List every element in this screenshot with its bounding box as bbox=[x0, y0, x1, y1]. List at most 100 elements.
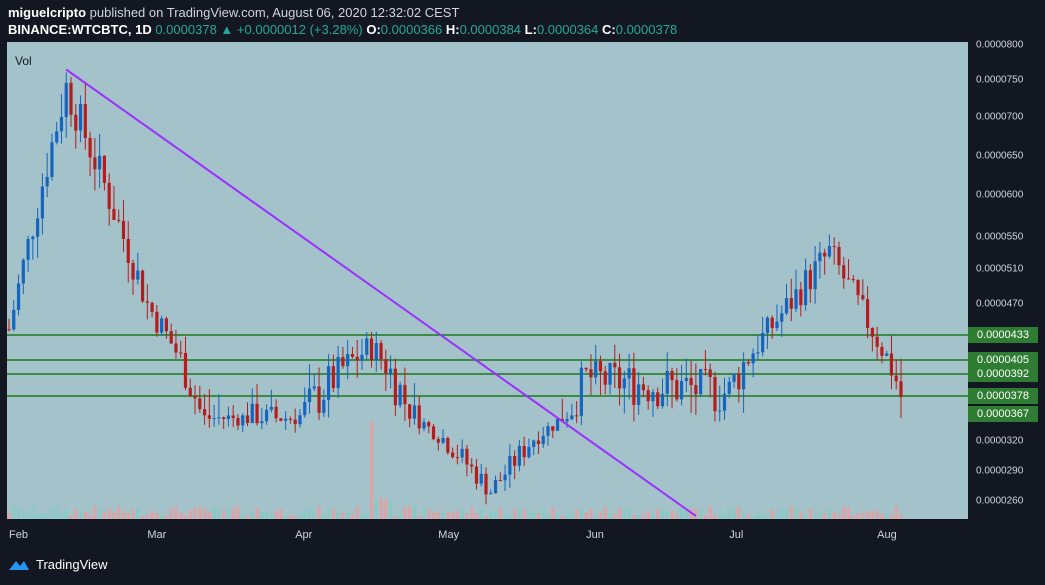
volume-bar bbox=[894, 506, 898, 519]
candle-body bbox=[617, 367, 622, 389]
candle-body bbox=[393, 368, 397, 406]
volume-bar bbox=[412, 506, 417, 519]
volume-bar bbox=[565, 514, 569, 519]
price-level-badge: 0.0000367 bbox=[968, 406, 1038, 422]
volume-bar bbox=[813, 514, 817, 519]
candle-body bbox=[64, 82, 68, 117]
candle-body bbox=[312, 386, 316, 389]
volume-bar bbox=[660, 509, 665, 519]
candle-body bbox=[250, 403, 254, 423]
candle-body bbox=[202, 409, 207, 416]
author-name[interactable]: miguelcripto bbox=[8, 5, 87, 20]
volume-bar bbox=[765, 515, 770, 519]
volume-bar bbox=[236, 506, 240, 519]
candle-body bbox=[880, 346, 884, 356]
candle-body bbox=[651, 392, 655, 402]
price-tick-label: 0.0000750 bbox=[976, 74, 1024, 86]
candle-body bbox=[179, 352, 183, 354]
volume-bar bbox=[245, 515, 250, 519]
volume-bar bbox=[88, 514, 92, 519]
candle-body bbox=[441, 437, 445, 443]
volume-bar bbox=[493, 511, 498, 519]
low-label: L: bbox=[524, 22, 537, 37]
candle-body bbox=[174, 343, 178, 353]
price-tick-label: 0.0000470 bbox=[976, 298, 1024, 310]
volume-bar bbox=[269, 514, 273, 519]
volume-bar bbox=[427, 508, 431, 519]
candle-body bbox=[727, 381, 731, 394]
candle-body bbox=[169, 331, 173, 344]
volume-bar bbox=[875, 510, 879, 519]
low-value: 0.0000364 bbox=[536, 22, 599, 37]
volume-bar bbox=[250, 512, 254, 519]
chart-plot-area[interactable] bbox=[7, 42, 968, 519]
volume-bar bbox=[508, 513, 512, 519]
symbol-label[interactable]: BINANCE:WTCBTC, 1D bbox=[8, 22, 152, 37]
candle-body bbox=[140, 270, 145, 302]
candle-body bbox=[74, 114, 78, 131]
brand-name[interactable]: TradingView bbox=[36, 557, 108, 572]
volume-bar bbox=[536, 513, 541, 519]
volume-bar bbox=[389, 500, 393, 519]
candle-body bbox=[708, 369, 712, 378]
candle-body bbox=[83, 104, 87, 138]
volume-bar bbox=[608, 512, 612, 519]
volume-bar bbox=[31, 506, 35, 519]
volume-bar bbox=[307, 506, 312, 519]
candle-body bbox=[555, 418, 560, 431]
candle-body bbox=[217, 417, 221, 419]
candle-body bbox=[93, 157, 97, 170]
price-tick-label: 0.0000700 bbox=[976, 111, 1024, 123]
volume-bar bbox=[50, 508, 54, 519]
volume-bar bbox=[880, 513, 884, 519]
candle-body bbox=[846, 278, 851, 280]
volume-bar bbox=[255, 508, 259, 519]
volume-bar bbox=[670, 510, 674, 519]
high-label: H: bbox=[445, 22, 460, 37]
volume-bar bbox=[312, 513, 316, 519]
candle-body bbox=[622, 378, 626, 389]
published-text: published on TradingView.com, August 06,… bbox=[86, 5, 460, 20]
price-level-badge: 0.0000392 bbox=[968, 366, 1038, 382]
candle-body bbox=[193, 396, 197, 399]
volume-bar bbox=[741, 512, 746, 519]
price-chart[interactable] bbox=[7, 42, 968, 519]
candle-body bbox=[7, 329, 11, 331]
volume-bar bbox=[403, 507, 407, 519]
volume-bar bbox=[279, 508, 283, 519]
candle-body bbox=[546, 426, 550, 436]
candle-body bbox=[255, 403, 259, 424]
volume-bar bbox=[145, 514, 149, 519]
candle-body bbox=[765, 317, 770, 333]
volume-bar bbox=[732, 509, 736, 519]
candle-body bbox=[107, 182, 111, 209]
candle-body bbox=[827, 246, 832, 257]
candle-body bbox=[536, 440, 541, 445]
volume-bar bbox=[818, 511, 822, 519]
volume-bar bbox=[842, 506, 846, 519]
candle-body bbox=[808, 270, 812, 290]
candle-body bbox=[470, 464, 474, 467]
candle-body bbox=[565, 419, 569, 422]
volume-bar bbox=[756, 511, 760, 519]
volume-bar bbox=[64, 509, 68, 519]
volume-bar bbox=[646, 511, 650, 519]
month-tick-label: Jul bbox=[729, 529, 744, 541]
candle-body bbox=[126, 239, 130, 263]
candle-body bbox=[637, 384, 641, 405]
volume-bar bbox=[899, 514, 903, 519]
candle-body bbox=[794, 289, 798, 309]
candle-body bbox=[899, 381, 903, 398]
time-axis[interactable]: Feb Mar Apr May Jun Jul Aug bbox=[7, 519, 968, 549]
volume-bar bbox=[74, 509, 78, 519]
candle-body bbox=[493, 480, 498, 494]
candle-body bbox=[670, 370, 674, 381]
candle-body bbox=[894, 375, 898, 382]
volume-bar bbox=[794, 508, 798, 519]
candle-body bbox=[212, 418, 216, 420]
last-price: 0.0000378 bbox=[155, 22, 217, 37]
volume-bar bbox=[603, 506, 607, 519]
candle-body bbox=[813, 261, 817, 290]
price-axis[interactable]: 0.0000800 0.0000750 0.0000700 0.0000650 0.00… bbox=[968, 40, 1045, 519]
candle-body bbox=[236, 417, 240, 426]
